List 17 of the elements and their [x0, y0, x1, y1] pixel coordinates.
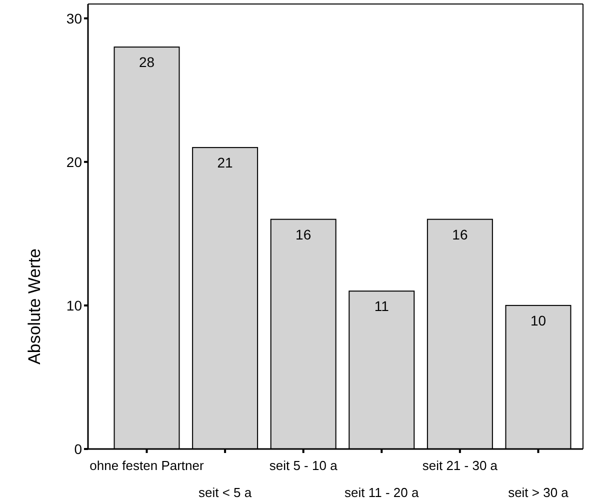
y-axis-title: Absolute Werte	[25, 248, 44, 364]
y-tick-label: 0	[74, 440, 82, 457]
y-tick-label: 30	[66, 10, 82, 26]
x-tick-label: ohne festen Partner	[90, 458, 205, 473]
data-label: 28	[138, 54, 155, 70]
data-label: 10	[530, 312, 546, 328]
x-tick-label: seit 5 - 10 a	[269, 458, 338, 473]
x-tick-label: seit < 5 a	[198, 485, 252, 500]
data-label: 16	[296, 226, 312, 242]
x-tick-label: seit > 30 a	[508, 485, 570, 500]
x-tick-label: seit 11 - 20 a	[344, 485, 420, 500]
data-label: 21	[217, 154, 234, 171]
data-label: 16	[452, 226, 468, 242]
y-tick-label: 10	[66, 297, 82, 314]
y-tick-label: 20	[66, 154, 82, 170]
data-label: 11	[374, 298, 390, 314]
x-tick-label: seit 21 - 30 a	[422, 458, 498, 473]
